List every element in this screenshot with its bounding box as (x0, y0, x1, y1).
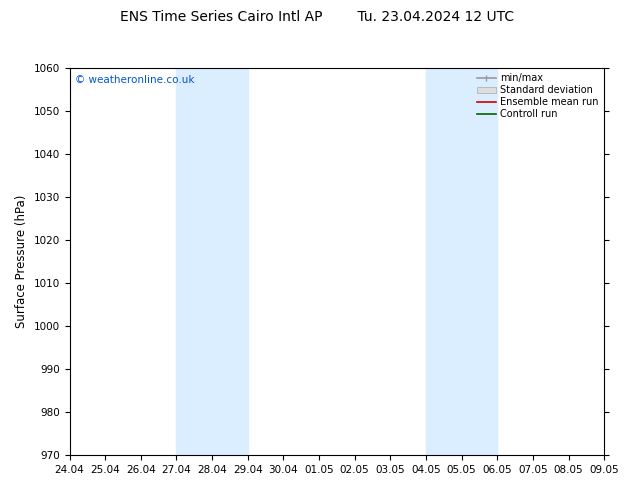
Bar (176, 68, 248, 455)
Text: © weatheronline.co.uk: © weatheronline.co.uk (75, 75, 195, 85)
Legend: min/max, Standard deviation, Ensemble mean run, Controll run: min/max, Standard deviation, Ensemble me… (472, 70, 602, 123)
Y-axis label: Surface Pressure (hPa): Surface Pressure (hPa) (15, 195, 28, 328)
Bar (426, 68, 497, 455)
Text: ENS Time Series Cairo Intl AP        Tu. 23.04.2024 12 UTC: ENS Time Series Cairo Intl AP Tu. 23.04.… (120, 10, 514, 24)
